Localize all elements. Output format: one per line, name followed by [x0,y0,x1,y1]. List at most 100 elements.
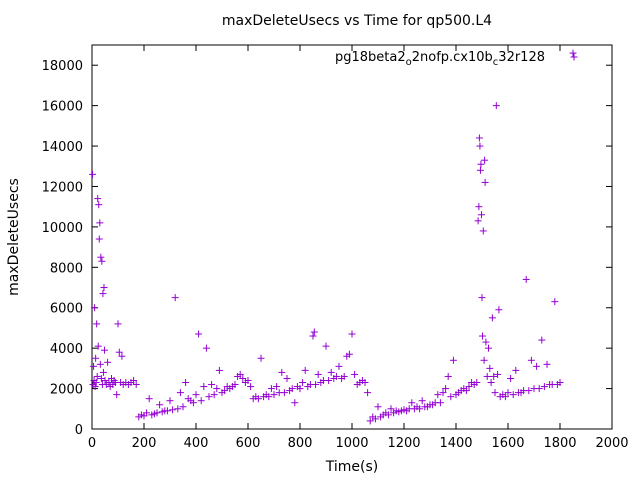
data-point [90,362,98,370]
data-point [100,346,108,354]
data-point [301,366,309,374]
y-tick-label: 0 [75,423,83,438]
data-point [482,338,490,346]
data-point [171,294,179,302]
data-point [118,352,126,360]
data-point [491,389,499,397]
data-point [475,134,483,142]
y-tick-label: 14000 [42,140,83,155]
data-point [416,405,424,413]
data-point [477,211,485,219]
data-point [221,387,229,395]
data-point [195,330,203,338]
data-point [132,381,140,389]
data-point [481,156,489,164]
legend-label: pg18beta2o2nofp.cx10bc32r128 [335,50,545,68]
data-point [156,401,164,409]
y-tick-label: 6000 [50,302,83,317]
data-point [99,368,107,376]
data-point [115,348,123,356]
data-point [475,203,483,211]
data-point [96,360,104,368]
data-point [462,387,470,395]
data-point [387,405,395,413]
data-point [525,387,533,395]
data-point [283,374,291,382]
legend-label-subscript: o [406,57,412,68]
data-point [322,342,330,350]
data-point [465,383,473,391]
data-point [273,383,281,391]
data-point [114,320,122,328]
data-point [538,336,546,344]
data-point [512,366,520,374]
data-point [192,391,200,399]
data-point [143,409,151,417]
data-point [213,385,221,393]
data-point [479,332,487,340]
data-point [434,391,442,399]
data-point [473,379,481,387]
data-point [91,304,99,312]
data-point [91,383,99,391]
data-point [93,320,101,328]
y-tick-label: 18000 [42,59,83,74]
x-axis: 0 200 400 600 800 1000 1200 1400 1600 1800 2000 [88,45,629,451]
data-point [332,372,340,380]
data-point [507,374,515,382]
data-point [476,142,484,150]
data-point [89,170,97,178]
data-point [93,372,101,380]
y-tick-label: 12000 [42,180,83,195]
data-point [483,372,491,380]
data-point [312,381,320,389]
legend: pg18beta2o2nofp.cx10bc32r128 [335,50,578,68]
x-tick-label: 800 [288,436,313,451]
data-point [442,385,450,393]
data-point [257,354,265,362]
data-point [145,395,153,403]
x-axis-label: Time(s) [325,459,378,475]
data-point [371,415,379,423]
data-point [351,370,359,378]
data-point [533,362,541,370]
data-point [163,407,171,415]
y-tick-label: 4000 [50,342,83,357]
x-tick-label: 1200 [387,436,420,451]
data-point [494,370,502,378]
legend-label-part: 2nofp.cx10b [412,50,493,65]
x-tick-label: 400 [184,436,209,451]
data-point [278,368,286,376]
data-point [97,374,105,382]
data-point [418,397,426,405]
data-point [556,379,564,387]
data-point [374,403,382,411]
x-tick-label: 1000 [335,436,368,451]
data-point [327,368,335,376]
data-point [94,342,102,350]
data-point [476,166,484,174]
data-point [485,344,492,352]
data-point [176,389,184,397]
y-tick-label: 10000 [42,221,83,236]
data-point [189,399,197,407]
data-point [265,393,273,401]
x-tick-label: 1600 [491,436,524,451]
data-point [169,406,177,414]
data-point [166,397,174,405]
data-point [535,385,543,393]
data-point [309,332,317,340]
data-point [492,102,500,110]
y-axis: 0 2000 4000 6000 8000 10000 12000 14000 16000 180… [42,59,612,438]
data-point [153,409,161,417]
data-point [474,217,482,225]
data-point [236,370,244,378]
data-point [495,306,503,314]
legend-label-part: pg18beta2 [335,50,406,65]
data-point [92,354,100,362]
data-point [104,358,112,366]
x-tick-label: 2000 [595,436,628,451]
data-point [99,290,107,298]
data-point [100,284,108,292]
